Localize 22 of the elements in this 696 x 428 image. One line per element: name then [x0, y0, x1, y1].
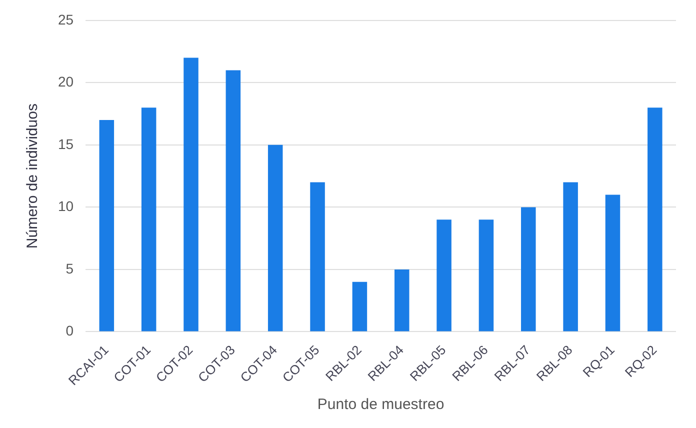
x-axis-title: Punto de muestreo: [317, 396, 444, 414]
y-tick-label: 5: [66, 260, 74, 276]
y-tick-label: 15: [58, 136, 74, 152]
y-tick-label: 10: [58, 198, 74, 214]
bar: [478, 220, 494, 332]
bar: [563, 182, 578, 332]
y-tick-label: 25: [58, 11, 74, 28]
bar: [394, 269, 410, 332]
bar: [99, 120, 114, 332]
y-tick-label: 20: [58, 74, 74, 90]
bar: [184, 58, 198, 332]
bar: [648, 108, 662, 332]
bar: [352, 282, 368, 332]
y-axis-title: Número de individuos: [24, 104, 42, 249]
y-tick-label: 0: [66, 322, 74, 339]
bar: [268, 144, 283, 332]
bar: [310, 182, 325, 332]
bar: [141, 108, 156, 332]
bar: [605, 194, 620, 332]
bar: [521, 207, 536, 332]
bar: [436, 220, 452, 332]
bar: [226, 70, 241, 332]
